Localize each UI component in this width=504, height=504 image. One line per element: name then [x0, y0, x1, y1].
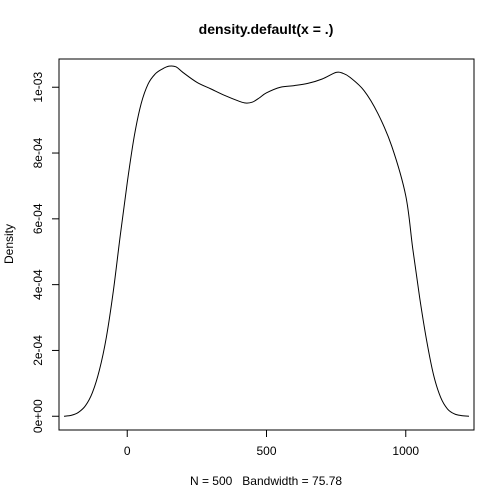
- x-tick-label: 1000: [392, 444, 419, 458]
- y-tick-label: 0e+00: [31, 399, 45, 433]
- y-tick-label: 1e-03: [31, 72, 45, 103]
- x-axis: 0 500 1000: [124, 429, 419, 458]
- x-axis-label: N = 500 Bandwidth = 75.78: [190, 474, 342, 488]
- y-axis-label: Density: [2, 224, 16, 264]
- chart-title: density.default(x = .): [199, 21, 334, 37]
- y-tick-label: 2e-04: [31, 335, 45, 366]
- series-layer: [63, 65, 470, 417]
- x-tick-label: 0: [124, 444, 131, 458]
- x-tick-label: 500: [256, 444, 276, 458]
- y-tick-label: 8e-04: [31, 137, 45, 168]
- y-axis: 0e+00 2e-04 4e-04 6e-04 8e-04 1e-03: [31, 72, 60, 433]
- y-tick-label: 4e-04: [31, 269, 45, 300]
- density-curve: [63, 65, 470, 417]
- y-tick-label: 6e-04: [31, 203, 45, 234]
